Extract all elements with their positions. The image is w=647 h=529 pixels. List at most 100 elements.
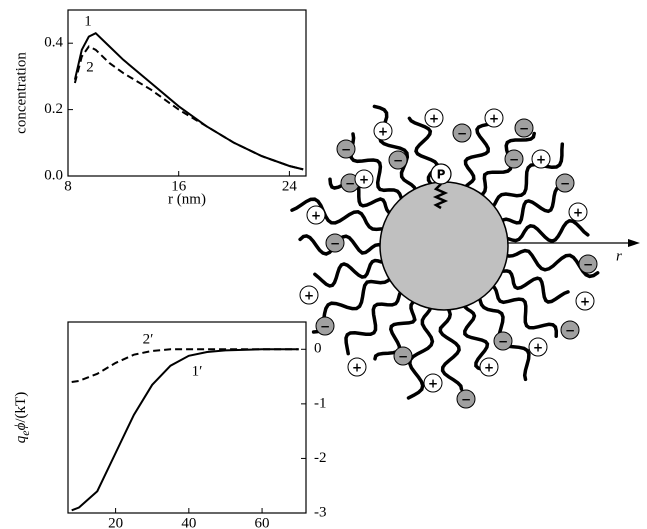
y-axis-label: concentration [13, 52, 29, 134]
polymer-chain [462, 302, 490, 373]
counter-ion [555, 173, 575, 193]
co-ion [423, 373, 443, 393]
co-ion [484, 108, 504, 128]
plot-frame [67, 9, 307, 177]
p-ion [430, 163, 452, 185]
co-ion [575, 291, 595, 311]
x-tick-label: 8 [64, 178, 72, 194]
co-ion [528, 337, 548, 357]
plot-frame [67, 321, 307, 514]
co-ion [299, 285, 319, 305]
x-tick-label: 16 [171, 178, 187, 194]
minus-sign: − [320, 320, 330, 334]
co-ion [354, 169, 374, 189]
counter-ion [325, 233, 345, 253]
counter-ion [393, 346, 413, 366]
plus-sign: + [304, 289, 314, 303]
y-tick-label: -1 [314, 395, 327, 411]
co-ion [373, 121, 393, 141]
minus-sign: − [519, 122, 529, 136]
counter-ion [504, 149, 524, 169]
minus-sign: − [498, 335, 508, 349]
y-tick-label: 0.4 [44, 35, 63, 51]
plus-sign: + [489, 112, 499, 126]
y-tick-label: 0 [314, 341, 322, 357]
polymer-chain [372, 104, 418, 193]
minus-sign: − [565, 324, 575, 338]
co-ion [306, 205, 326, 225]
y-tick-label: -3 [314, 504, 327, 520]
y-label-part: e [18, 430, 32, 436]
polymer-chain [463, 121, 495, 190]
polymer-chain [328, 177, 394, 216]
plus-sign: + [311, 209, 321, 223]
minus-sign: − [457, 127, 467, 141]
polymer-chain [490, 142, 565, 210]
plus-sign: + [484, 361, 494, 375]
plus-sign: + [580, 295, 590, 309]
series-label: 2 [86, 59, 94, 75]
diagram: Pr−−− −−− −−−− −−−−++ ++++ ++ +++++ [290, 104, 640, 409]
plus-sign: + [428, 377, 438, 391]
x-tick-label: 24 [282, 178, 298, 194]
x-tick-label: 60 [255, 515, 270, 529]
plus-sign: + [352, 361, 362, 375]
co-ion [347, 357, 367, 377]
plus-sign: + [429, 112, 439, 126]
polymer-chain [406, 304, 435, 400]
y-label-part: /(kT) [13, 392, 29, 423]
minus-sign: − [509, 153, 519, 167]
minus-sign: − [461, 393, 471, 407]
y-label-part: q [13, 435, 29, 443]
co-ion [568, 202, 588, 222]
r-label: r [616, 248, 622, 264]
plus-sign: + [573, 206, 583, 220]
polymer-chain [498, 269, 570, 304]
co-ion [424, 108, 444, 128]
counter-ion [452, 123, 472, 143]
polymer-chain [438, 306, 464, 391]
polymer-chain [313, 258, 386, 288]
minus-sign: − [560, 177, 570, 191]
polymer-chain [344, 289, 404, 356]
series-line [73, 45, 304, 171]
plus-sign: + [359, 173, 369, 187]
series-label: 1′ [192, 363, 203, 379]
polymer-chain [490, 283, 559, 338]
minus-sign: − [583, 258, 593, 272]
counter-ion [560, 320, 580, 340]
y-tick-label: -2 [314, 450, 327, 466]
co-ion [531, 149, 551, 169]
plus-sign: + [378, 125, 388, 139]
counter-ion [493, 331, 513, 351]
polymer-chain [503, 218, 590, 243]
y-axis-label: qeϕ/(kT) [13, 392, 31, 443]
polymer-chain [499, 185, 565, 225]
counter-ion [514, 118, 534, 138]
series-line [71, 348, 299, 383]
x-tick-label: 20 [108, 515, 123, 529]
co-ion [479, 357, 499, 377]
plus-sign: + [536, 153, 546, 167]
x-axis-label: r (nm) [168, 191, 206, 207]
counter-ion [456, 389, 476, 409]
series-line [71, 348, 299, 512]
plus-sign: + [533, 341, 543, 355]
polymer-chain [373, 299, 417, 361]
p-label: P [437, 168, 446, 182]
minus-sign: − [345, 177, 355, 191]
y-tick-label: 0.2 [44, 101, 63, 117]
p-chain [432, 183, 449, 210]
minus-sign: − [330, 237, 340, 251]
minus-sign: − [341, 143, 351, 157]
series-label: 2′ [143, 331, 154, 347]
r-arrowhead [628, 239, 640, 247]
minus-sign: − [398, 350, 408, 364]
counter-ion [315, 316, 335, 336]
series-label: 1 [84, 13, 92, 29]
y-label-part: ϕ [13, 422, 29, 430]
counter-ion [388, 150, 408, 170]
minus-sign: − [393, 154, 403, 168]
series-line [73, 31, 304, 171]
